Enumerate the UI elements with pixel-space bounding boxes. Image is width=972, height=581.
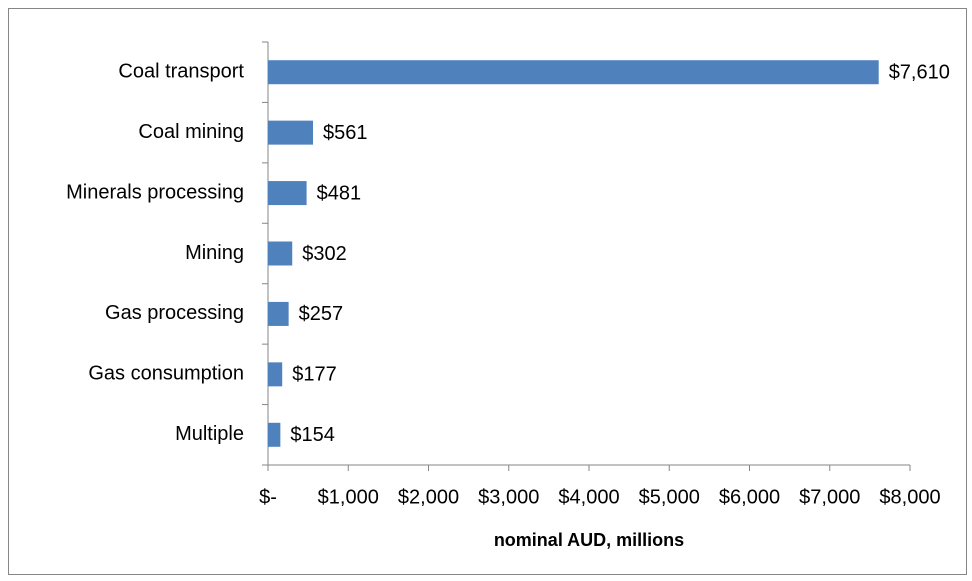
y-tick-label: Gas processing (105, 302, 244, 324)
bar (268, 181, 307, 206)
value-label: $7,610 (889, 61, 950, 83)
x-tick-label: $7,000 (799, 486, 860, 508)
x-tick-label: $1,000 (318, 486, 379, 508)
x-axis-title: nominal AUD, millions (494, 530, 684, 550)
x-tick-label: $2,000 (398, 486, 459, 508)
x-tick-label: $8,000 (879, 486, 940, 508)
bar (268, 241, 293, 266)
x-tick-label: $- (259, 486, 277, 508)
y-tick-label: Coal transport (118, 60, 244, 82)
y-tick-label: Multiple (175, 423, 244, 445)
value-label: $481 (317, 182, 362, 204)
value-label: $257 (299, 303, 344, 325)
chart-frame (8, 8, 967, 575)
value-label: $302 (302, 243, 347, 265)
bar (268, 120, 314, 145)
y-tick-label: Gas consumption (88, 363, 244, 385)
x-tick-label: $5,000 (639, 486, 700, 508)
bar (268, 362, 283, 387)
value-label: $561 (323, 122, 368, 144)
x-tick-label: $4,000 (558, 486, 619, 508)
value-label: $177 (292, 364, 337, 386)
bar (268, 60, 879, 85)
bar (268, 301, 289, 326)
y-tick-label: Coal mining (138, 121, 244, 143)
x-tick-label: $6,000 (719, 486, 780, 508)
y-tick-label: Minerals processing (66, 181, 244, 203)
y-tick-label: Mining (185, 242, 244, 264)
bar (268, 422, 281, 447)
x-tick-label: $3,000 (478, 486, 539, 508)
value-label: $154 (290, 424, 335, 446)
